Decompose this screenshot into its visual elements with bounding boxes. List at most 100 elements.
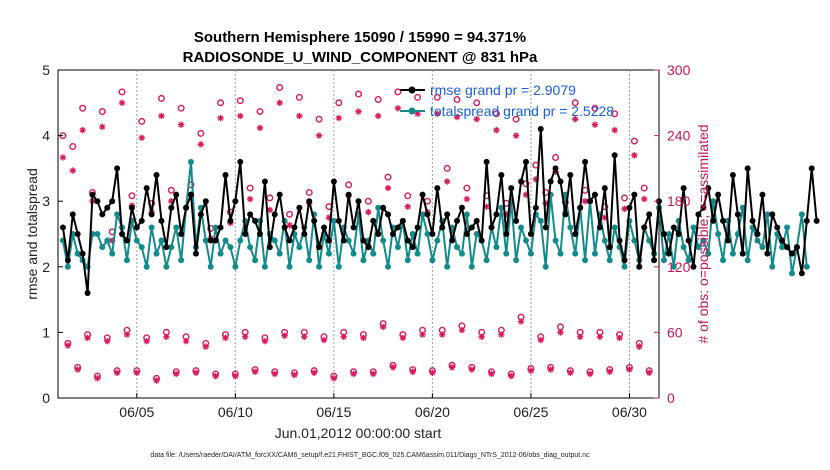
rmse-point: [729, 171, 736, 178]
y2-tick-label: 60: [667, 324, 683, 340]
rmse-point: [587, 198, 594, 205]
rmse-point: [232, 198, 239, 205]
obs-assimilated-marker: [158, 112, 165, 120]
obs-assimilated-marker: [266, 206, 274, 214]
obs-assimilated-marker: [532, 176, 540, 183]
rmse-point: [335, 217, 342, 224]
obs-possible-marker: [167, 186, 175, 194]
obs-assimilated-marker: [512, 132, 520, 139]
obs-possible-marker: [335, 99, 343, 107]
obs-assimilated-marker: [394, 105, 402, 112]
rmse-point: [724, 237, 731, 244]
rmse-point: [444, 211, 451, 218]
totalspread-point: [306, 257, 313, 264]
obs-assimilated-marker: [177, 121, 185, 128]
obs-assimilated-marker: [79, 126, 86, 134]
rmse-point: [513, 217, 520, 224]
obs-assimilated-marker: [104, 337, 111, 345]
obs-assimilated-marker: [503, 211, 510, 218]
rmse-point: [64, 257, 71, 264]
obs-assimilated-marker: [365, 208, 372, 216]
obs-assimilated-marker: [463, 195, 471, 203]
obs-assimilated-marker: [596, 333, 604, 340]
rmse-point: [271, 211, 278, 218]
rmse-point: [793, 244, 800, 251]
rmse-point: [94, 198, 101, 205]
obs-possible-marker: [591, 104, 599, 112]
rmse-point: [409, 244, 416, 251]
rmse-point: [503, 231, 510, 237]
rmse-point: [636, 263, 643, 270]
obs-assimilated-marker: [443, 178, 451, 185]
totalspread-point: [527, 250, 534, 257]
obs-assimilated-marker: [641, 195, 648, 203]
rmse-point: [739, 250, 746, 257]
obs-assimilated-marker: [631, 152, 638, 159]
rmse-point: [178, 231, 185, 237]
rmse-point: [651, 257, 658, 264]
obs-possible-marker: [305, 188, 313, 196]
rmse-point: [498, 171, 505, 178]
obs-assimilated-marker: [493, 126, 500, 134]
rmse-point: [690, 263, 697, 270]
obs-possible-marker: [217, 99, 225, 107]
rmse-point: [685, 237, 692, 244]
rmse-point: [252, 217, 259, 224]
obs-assimilated-marker: [301, 333, 308, 340]
totalspread-point: [64, 263, 71, 270]
totalspread-point: [335, 263, 342, 270]
rmse-point: [247, 211, 254, 218]
totalspread-point: [207, 263, 214, 270]
obs-assimilated-marker: [606, 368, 613, 375]
totalspread-point: [729, 250, 736, 257]
rmse-point: [483, 158, 490, 165]
obs-assimilated-marker: [74, 366, 81, 373]
rmse-point: [789, 250, 796, 257]
rmse-point: [119, 231, 126, 237]
rmse-point: [626, 204, 633, 211]
totalspread-point: [345, 237, 352, 244]
rmse-point: [641, 224, 648, 231]
rmse-point: [306, 198, 313, 205]
rmse-point: [153, 171, 160, 178]
rmse-point: [281, 224, 288, 231]
rmse-point: [192, 250, 199, 257]
y-axis-label-right: # of obs: o=possible; ×=assimilated: [695, 124, 711, 343]
y-tick-label: 5: [42, 62, 50, 78]
totalspread-point: [710, 198, 717, 205]
totalspread-point: [104, 237, 111, 244]
rmse-point: [217, 224, 224, 231]
totalspread-point: [493, 244, 500, 251]
obs-assimilated-marker: [296, 112, 303, 120]
totalspread-point: [739, 204, 746, 211]
obs-possible-marker: [463, 184, 471, 192]
rmse-point: [611, 152, 618, 159]
totalspread-point: [247, 244, 254, 251]
obs-assimilated-marker: [439, 331, 446, 338]
rmse-point: [183, 204, 190, 211]
rmse-point: [360, 237, 367, 244]
rmse-point: [370, 217, 377, 224]
rmse-point: [355, 198, 362, 205]
obs-assimilated-marker: [84, 334, 91, 342]
obs-assimilated-marker: [69, 167, 76, 174]
obs-assimilated-marker: [621, 205, 628, 213]
obs-assimilated-marker: [389, 364, 397, 371]
rmse-point: [168, 204, 175, 211]
totalspread-point: [803, 263, 810, 270]
rmse-point: [419, 191, 426, 198]
totalspread-point: [522, 237, 529, 244]
rmse-point: [256, 231, 263, 237]
totalspread-point: [503, 250, 510, 257]
rmse-point: [345, 191, 352, 198]
rmse-point: [458, 204, 465, 211]
totalspread-point: [720, 257, 727, 264]
y-tick-label: 2: [42, 259, 50, 275]
totalspread-point: [621, 263, 628, 270]
obs-possible-marker: [621, 194, 629, 202]
obs-possible-marker: [640, 184, 648, 192]
obs-possible-marker: [414, 93, 422, 101]
legend-rmse-label: rmse grand pr = 2.9079: [430, 82, 576, 98]
obs-assimilated-marker: [310, 369, 318, 377]
rmse-point: [522, 158, 529, 165]
